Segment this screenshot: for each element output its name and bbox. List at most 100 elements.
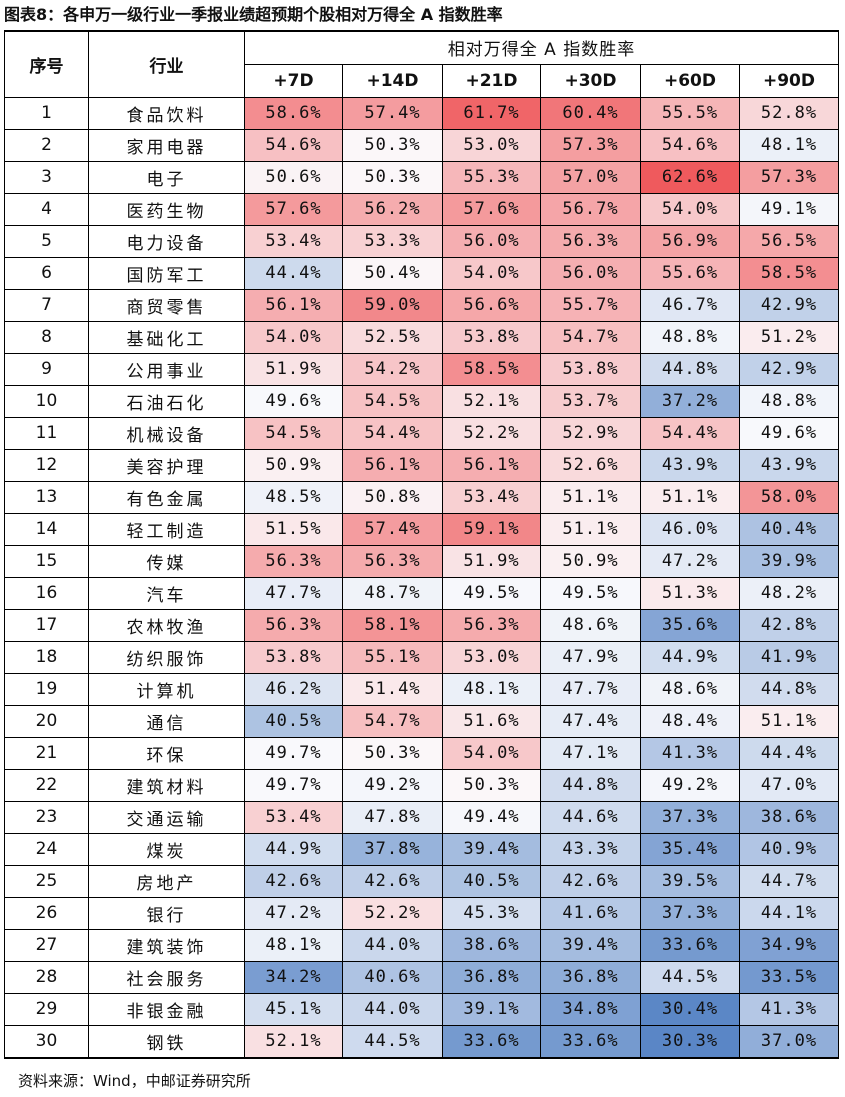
source-note: 资料来源：Wind，中邮证券研究所 <box>18 1072 251 1090</box>
row-industry: 家用电器 <box>88 128 245 162</box>
row-index: 30 <box>4 1024 89 1058</box>
win-rate-cell: 44.8% <box>739 672 839 706</box>
figure-title: 图表8：各申万一级行业一季报业绩超预期个股相对万得全 A 指数胜率 <box>4 5 503 24</box>
win-rate-cell: 47.7% <box>244 576 343 610</box>
win-rate-cell: 41.3% <box>739 992 839 1026</box>
row-index: 22 <box>4 768 89 802</box>
win-rate-cell: 58.5% <box>739 256 839 290</box>
win-rate-cell: 55.1% <box>342 640 443 674</box>
win-rate-cell: 53.4% <box>244 224 343 258</box>
win-rate-cell: 50.3% <box>342 736 443 770</box>
win-rate-cell: 50.9% <box>244 448 343 482</box>
table-row: 1 食品饮料 58.6% 57.4% 61.7% 60.4% 55.5% 52.8% <box>4 96 839 130</box>
win-rate-cell: 56.9% <box>640 224 740 258</box>
win-rate-cell: 44.9% <box>640 640 740 674</box>
win-rate-cell: 59.0% <box>342 288 443 322</box>
table-row: 6 国防军工 44.4% 50.4% 54.0% 56.0% 55.6% 58.5% <box>4 256 839 290</box>
row-industry: 轻工制造 <box>88 512 245 546</box>
row-index: 17 <box>4 608 89 642</box>
table-row: 16 汽车 47.7% 48.7% 49.5% 49.5% 51.3% 48.2% <box>4 576 839 610</box>
win-rate-cell: 53.8% <box>540 352 641 386</box>
win-rate-cell: 33.5% <box>739 960 839 994</box>
row-index: 20 <box>4 704 89 738</box>
win-rate-cell: 49.7% <box>244 768 343 802</box>
table-row: 11 机械设备 54.5% 54.4% 52.2% 52.9% 54.4% 49.6% <box>4 416 839 450</box>
win-rate-cell: 62.6% <box>640 160 740 194</box>
win-rate-cell: 54.4% <box>640 416 740 450</box>
win-rate-cell: 50.4% <box>342 256 443 290</box>
row-industry: 公用事业 <box>88 352 245 386</box>
win-rate-cell: 39.4% <box>540 928 641 962</box>
win-rate-cell: 33.6% <box>640 928 740 962</box>
row-industry: 社会服务 <box>88 960 245 994</box>
win-rate-cell: 58.6% <box>244 96 343 130</box>
win-rate-cell: 53.4% <box>442 480 541 514</box>
row-industry: 机械设备 <box>88 416 245 450</box>
win-rate-cell: 50.3% <box>342 128 443 162</box>
win-rate-cell: 59.1% <box>442 512 541 546</box>
table-row: 4 医药生物 57.6% 56.2% 57.6% 56.7% 54.0% 49.1% <box>4 192 839 226</box>
win-rate-cell: 51.1% <box>739 704 839 738</box>
win-rate-cell: 43.3% <box>540 832 641 866</box>
win-rate-cell: 54.2% <box>342 352 443 386</box>
win-rate-cell: 53.0% <box>442 640 541 674</box>
win-rate-cell: 30.4% <box>640 992 740 1026</box>
win-rate-cell: 37.2% <box>640 384 740 418</box>
win-rate-cell: 52.1% <box>442 384 541 418</box>
table-row: 13 有色金属 48.5% 50.8% 53.4% 51.1% 51.1% 58.0% <box>4 480 839 514</box>
row-index: 3 <box>4 160 89 194</box>
win-rate-cell: 50.8% <box>342 480 443 514</box>
row-industry: 通信 <box>88 704 245 738</box>
row-industry: 环保 <box>88 736 245 770</box>
row-industry: 钢铁 <box>88 1024 245 1058</box>
win-rate-cell: 44.0% <box>342 992 443 1026</box>
table-row: 26 银行 47.2% 52.2% 45.3% 41.6% 37.3% 44.1% <box>4 896 839 930</box>
header-period: +14D <box>342 63 443 98</box>
win-rate-cell: 50.3% <box>342 160 443 194</box>
row-industry: 汽车 <box>88 576 245 610</box>
win-rate-cell: 39.5% <box>640 864 740 898</box>
win-rate-cell: 56.3% <box>244 544 343 578</box>
win-rate-cell: 34.9% <box>739 928 839 962</box>
win-rate-cell: 57.6% <box>442 192 541 226</box>
win-rate-cell: 35.6% <box>640 608 740 642</box>
row-index: 19 <box>4 672 89 706</box>
win-rate-cell: 47.8% <box>342 800 443 834</box>
win-rate-cell: 36.8% <box>442 960 541 994</box>
win-rate-cell: 42.6% <box>244 864 343 898</box>
win-rate-cell: 53.8% <box>442 320 541 354</box>
row-index: 21 <box>4 736 89 770</box>
win-rate-cell: 56.7% <box>540 192 641 226</box>
win-rate-cell: 48.6% <box>540 608 641 642</box>
win-rate-cell: 54.7% <box>540 320 641 354</box>
win-rate-cell: 52.9% <box>540 416 641 450</box>
win-rate-cell: 54.7% <box>342 704 443 738</box>
win-rate-cell: 49.2% <box>640 768 740 802</box>
row-index: 23 <box>4 800 89 834</box>
win-rate-cell: 55.6% <box>640 256 740 290</box>
win-rate-cell: 57.4% <box>342 96 443 130</box>
win-rate-cell: 57.6% <box>244 192 343 226</box>
row-index: 2 <box>4 128 89 162</box>
win-rate-cell: 42.6% <box>540 864 641 898</box>
win-rate-cell: 56.0% <box>442 224 541 258</box>
win-rate-cell: 46.0% <box>640 512 740 546</box>
win-rate-cell: 54.6% <box>244 128 343 162</box>
table-row: 3 电子 50.6% 50.3% 55.3% 57.0% 62.6% 57.3% <box>4 160 839 194</box>
table-row: 20 通信 40.5% 54.7% 51.6% 47.4% 48.4% 51.1% <box>4 704 839 738</box>
win-rate-cell: 41.9% <box>739 640 839 674</box>
win-rate-cell: 49.5% <box>540 576 641 610</box>
win-rate-cell: 44.6% <box>540 800 641 834</box>
win-rate-cell: 47.2% <box>244 896 343 930</box>
win-rate-cell: 51.9% <box>442 544 541 578</box>
win-rate-cell: 48.7% <box>342 576 443 610</box>
win-rate-cell: 57.4% <box>342 512 443 546</box>
win-rate-cell: 50.9% <box>540 544 641 578</box>
win-rate-cell: 53.8% <box>244 640 343 674</box>
table-body: 1 食品饮料 58.6% 57.4% 61.7% 60.4% 55.5% 52.8% 2 家用电器… <box>4 96 839 1058</box>
win-rate-cell: 33.6% <box>442 1024 541 1058</box>
win-rate-cell: 54.0% <box>442 736 541 770</box>
table-row: 5 电力设备 53.4% 53.3% 56.0% 56.3% 56.9% 56.5% <box>4 224 839 258</box>
win-rate-cell: 45.1% <box>244 992 343 1026</box>
win-rate-cell: 49.6% <box>244 384 343 418</box>
